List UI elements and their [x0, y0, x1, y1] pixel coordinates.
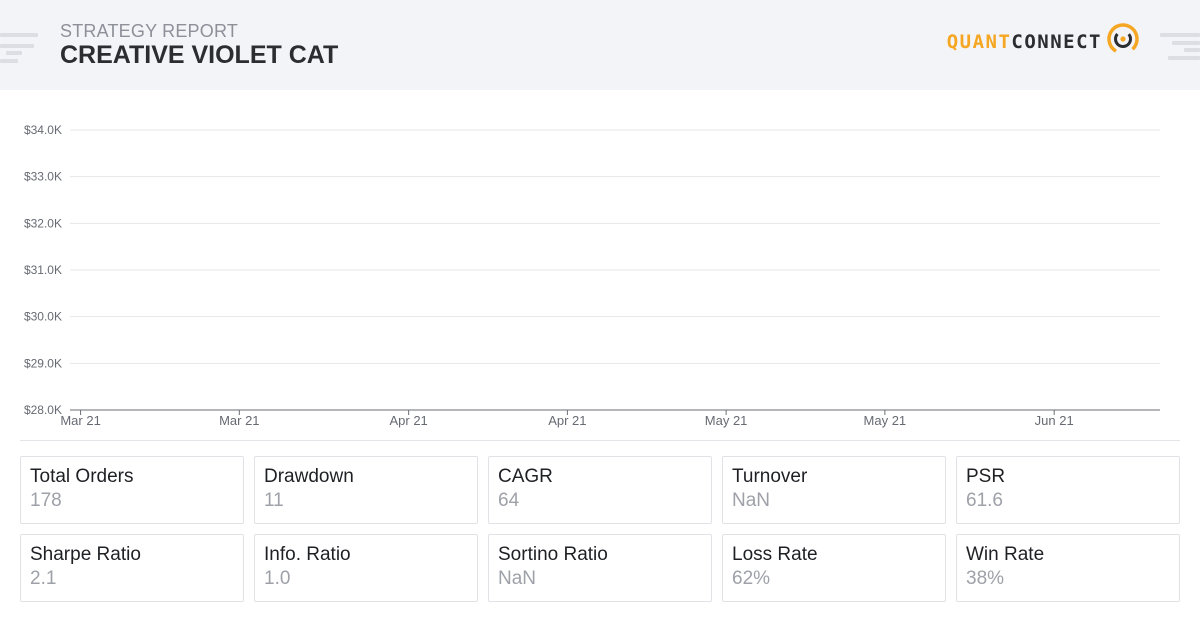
- x-tick-label: Mar 21: [219, 413, 259, 428]
- stat-value: 62%: [732, 568, 771, 589]
- stat-value: 61.6: [966, 490, 1003, 511]
- y-tick-label: $33.0K: [24, 170, 62, 184]
- stat-label: Drawdown: [264, 466, 354, 487]
- logo-text-connect: CONNECT: [1011, 31, 1102, 53]
- stat-card-info-ratio: Info. Ratio 1.0: [254, 534, 478, 602]
- stat-card-win-rate: Win Rate 38%: [956, 534, 1180, 602]
- y-tick-label: $32.0K: [24, 216, 62, 230]
- stat-card-sharpe-ratio: Sharpe Ratio 2.1: [20, 534, 244, 602]
- quantconnect-mark-icon: [1107, 23, 1139, 55]
- stat-value: 2.1: [30, 568, 57, 589]
- stat-card-total-orders: Total Orders 178: [20, 456, 244, 524]
- stat-label: Sortino Ratio: [498, 544, 608, 565]
- y-tick-label: $34.0K: [24, 123, 62, 137]
- stat-label: CAGR: [498, 466, 553, 487]
- quantconnect-logo: QUANT CONNECT: [946, 23, 1140, 60]
- y-tick-label: $28.0K: [24, 403, 62, 417]
- stats-grid: Total Orders 178 Drawdown 11 CAGR 64 Turnover N…: [20, 456, 1180, 602]
- report-header: STRATEGY REPORT CREATIVE VIOLET CAT QUAN…: [0, 0, 1200, 90]
- report-eyebrow: STRATEGY REPORT: [60, 21, 239, 41]
- stat-card-sortino-ratio: Sortino Ratio NaN: [488, 534, 712, 602]
- stat-label: Turnover: [732, 466, 808, 487]
- stat-card-cagr: CAGR 64: [488, 456, 712, 524]
- y-tick-label: $31.0K: [24, 263, 62, 277]
- equity-chart-svg: $28.0K $29.0K $30.0K $31.0K $32.0K $33.0K $34.…: [24, 123, 1160, 428]
- x-tick-label: May 21: [864, 413, 907, 428]
- stat-label: Total Orders: [30, 466, 134, 487]
- y-tick-label: $30.0K: [24, 310, 62, 324]
- stat-value: NaN: [732, 490, 771, 511]
- stat-card-drawdown: Drawdown 11: [254, 456, 478, 524]
- stat-card-turnover: Turnover NaN: [722, 456, 946, 524]
- x-tick-label: Jun 21: [1035, 413, 1074, 428]
- stat-label: Win Rate: [966, 544, 1045, 565]
- stat-label: PSR: [966, 466, 1006, 487]
- y-tick-label: $29.0K: [24, 356, 62, 370]
- stat-value: 38%: [966, 568, 1005, 589]
- stat-label: Loss Rate: [732, 544, 818, 565]
- stat-value: 178: [30, 490, 62, 511]
- equity-chart: $28.0K $29.0K $30.0K $31.0K $32.0K $33.0K $34.…: [0, 110, 1200, 430]
- stat-value: NaN: [498, 568, 537, 589]
- x-tick-label: May 21: [705, 413, 748, 428]
- header-decoration-left: [0, 0, 60, 90]
- stat-label: Info. Ratio: [264, 544, 351, 565]
- stat-value: 1.0: [264, 568, 291, 589]
- x-tick-label: Apr 21: [389, 413, 427, 428]
- stat-label: Sharpe Ratio: [30, 544, 141, 565]
- stat-card-psr: PSR 61.6: [956, 456, 1180, 524]
- stat-value: 64: [498, 490, 520, 511]
- logo-text-quant: QUANT: [946, 31, 1012, 53]
- section-divider: [20, 440, 1180, 441]
- header-decoration-right: [1150, 0, 1200, 90]
- stat-value: 11: [264, 490, 284, 511]
- strategy-title: CREATIVE VIOLET CAT: [60, 41, 339, 69]
- stat-card-loss-rate: Loss Rate 62%: [722, 534, 946, 602]
- x-tick-label: Apr 21: [548, 413, 586, 428]
- x-tick-label: Mar 21: [60, 413, 100, 428]
